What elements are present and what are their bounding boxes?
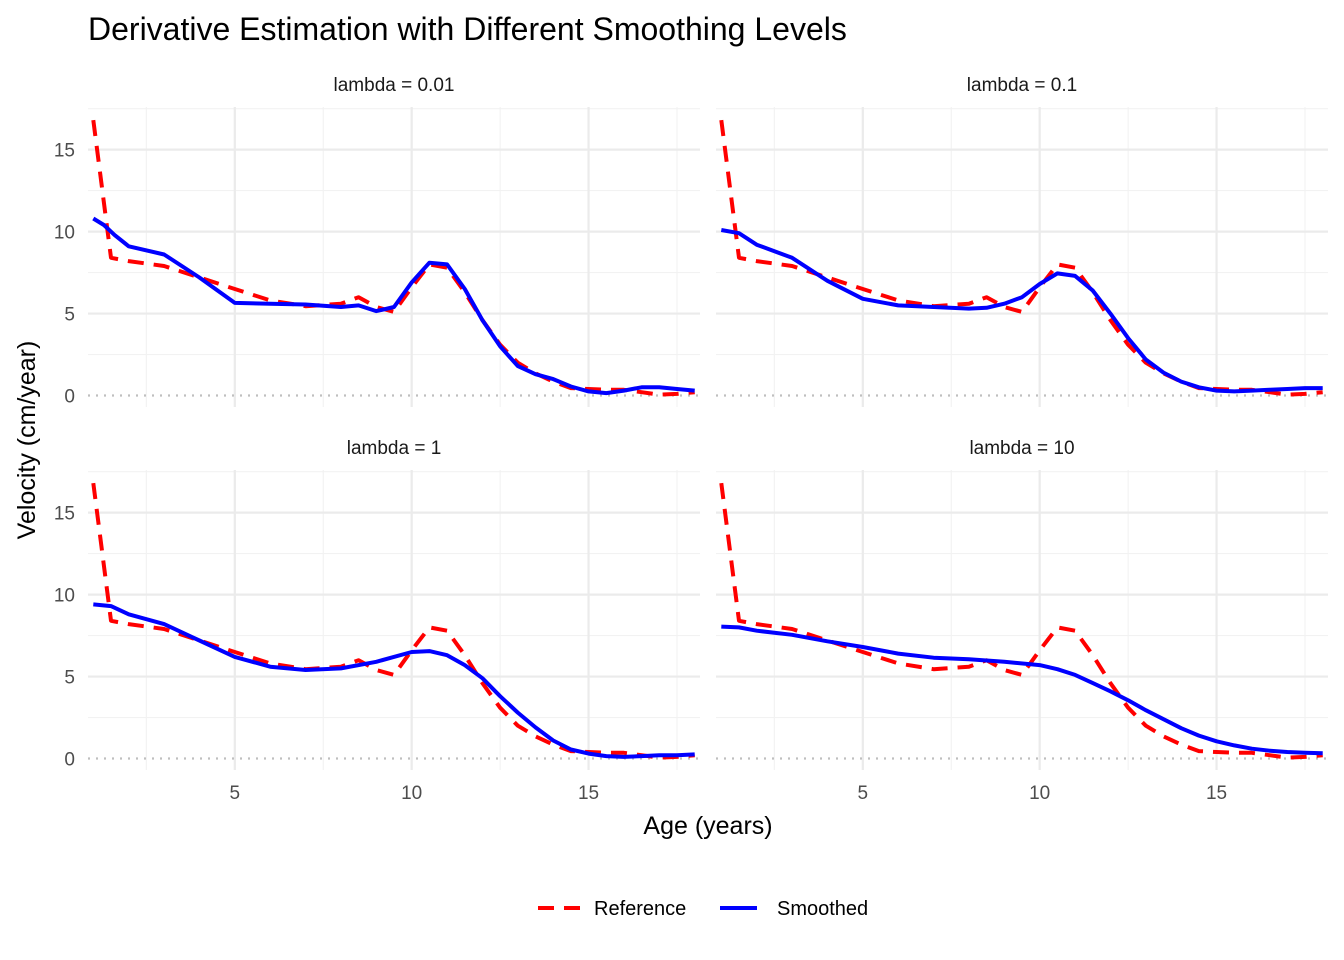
x-axis-title: Age (years)	[643, 812, 772, 840]
chart-title: Derivative Estimation with Different Smo…	[88, 11, 847, 47]
y-axis-title: Velocity (cm/year)	[13, 341, 41, 540]
panel-1: lambda = 0.01	[88, 75, 700, 407]
legend: Reference Smoothed	[538, 898, 868, 920]
series-smoothed-line	[93, 602, 695, 759]
y-tick-label: 0	[64, 750, 75, 771]
y-tick-label: 0	[64, 387, 75, 408]
x-tick-label: 5	[230, 783, 241, 804]
y-axis-ticks: 0 5 10 15 0 5 10 15	[54, 141, 75, 771]
x-tick-label: 15	[578, 783, 599, 804]
panel-strip-label: lambda = 10	[969, 438, 1074, 459]
x-tick-label: 5	[858, 783, 869, 804]
series-smoothed-line	[721, 624, 1323, 756]
series-reference-line	[719, 119, 1323, 397]
y-tick-label: 10	[54, 586, 75, 607]
panel-3: lambda = 1	[88, 438, 700, 770]
panel-strip-label: lambda = 1	[347, 438, 442, 459]
y-tick-label: 5	[64, 668, 75, 689]
series-reference-line	[719, 482, 1323, 760]
series-smoothed-line	[92, 216, 695, 396]
series-reference-line	[91, 482, 695, 760]
x-tick-label: 10	[401, 783, 422, 804]
x-axis-ticks: 5 10 15 5 10 15	[230, 783, 1228, 804]
y-tick-label: 5	[64, 305, 75, 326]
panel-2: lambda = 0.1	[716, 75, 1328, 407]
legend-label-reference: Reference	[594, 898, 686, 920]
panel-strip-label: lambda = 0.01	[334, 75, 455, 96]
y-tick-label: 10	[54, 223, 75, 244]
panel-strip-label: lambda = 0.1	[967, 75, 1077, 96]
y-tick-label: 15	[54, 141, 75, 162]
series-reference-line	[91, 119, 695, 397]
y-tick-label: 15	[54, 504, 75, 525]
legend-label-smoothed: Smoothed	[777, 898, 868, 920]
x-tick-label: 15	[1206, 783, 1227, 804]
panel-4: lambda = 10	[716, 438, 1328, 770]
panels: lambda = 0.01 lambda = 0.1 lambda = 1 lambd…	[88, 75, 1328, 770]
series-smoothed-line	[720, 228, 1323, 394]
x-tick-label: 10	[1029, 783, 1050, 804]
